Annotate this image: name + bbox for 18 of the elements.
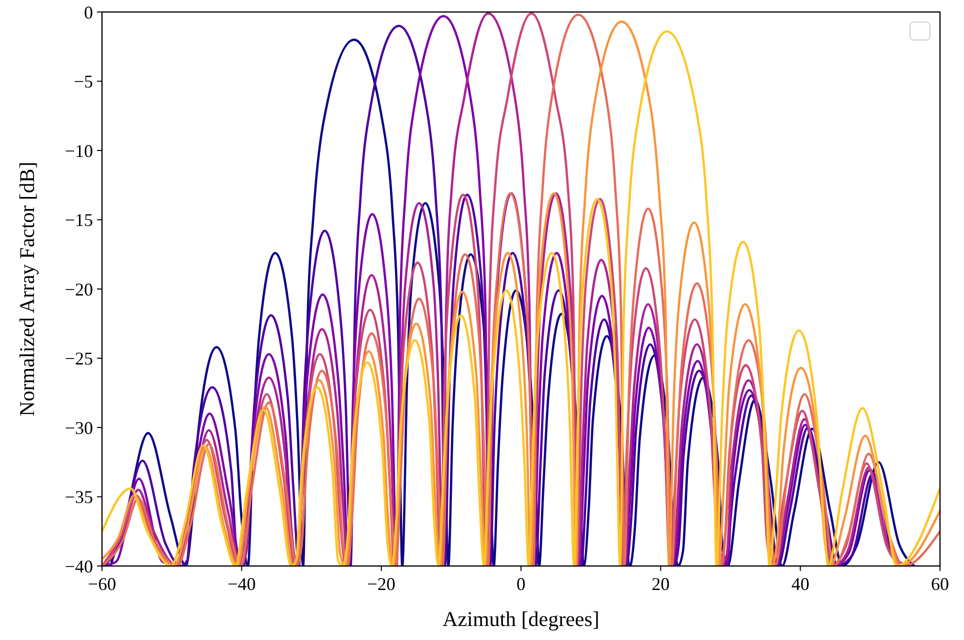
- y-tick-label: −5: [74, 72, 93, 92]
- x-tick-label: 40: [791, 574, 810, 594]
- y-tick-label: 0: [84, 2, 93, 22]
- x-tick-label: −40: [228, 574, 256, 594]
- x-tick-label: −60: [88, 574, 116, 594]
- y-tick-label: −25: [64, 348, 93, 369]
- x-tick-label: 0: [516, 574, 526, 594]
- y-tick-label: −20: [64, 279, 93, 300]
- y-tick-label: −10: [64, 140, 93, 161]
- x-tick-label: 60: [931, 574, 949, 594]
- x-tick-label: −20: [367, 574, 396, 594]
- y-axis-title: Normalized Array Factor [dB]: [15, 162, 39, 416]
- y-tick-label: −40: [64, 556, 93, 576]
- y-tick-label: −15: [64, 210, 93, 230]
- x-tick-label: 20: [652, 574, 670, 594]
- x-axis-title: Azimuth [degrees]: [442, 607, 600, 631]
- y-tick-label: −30: [64, 418, 93, 438]
- y-tick-label: −35: [64, 487, 93, 508]
